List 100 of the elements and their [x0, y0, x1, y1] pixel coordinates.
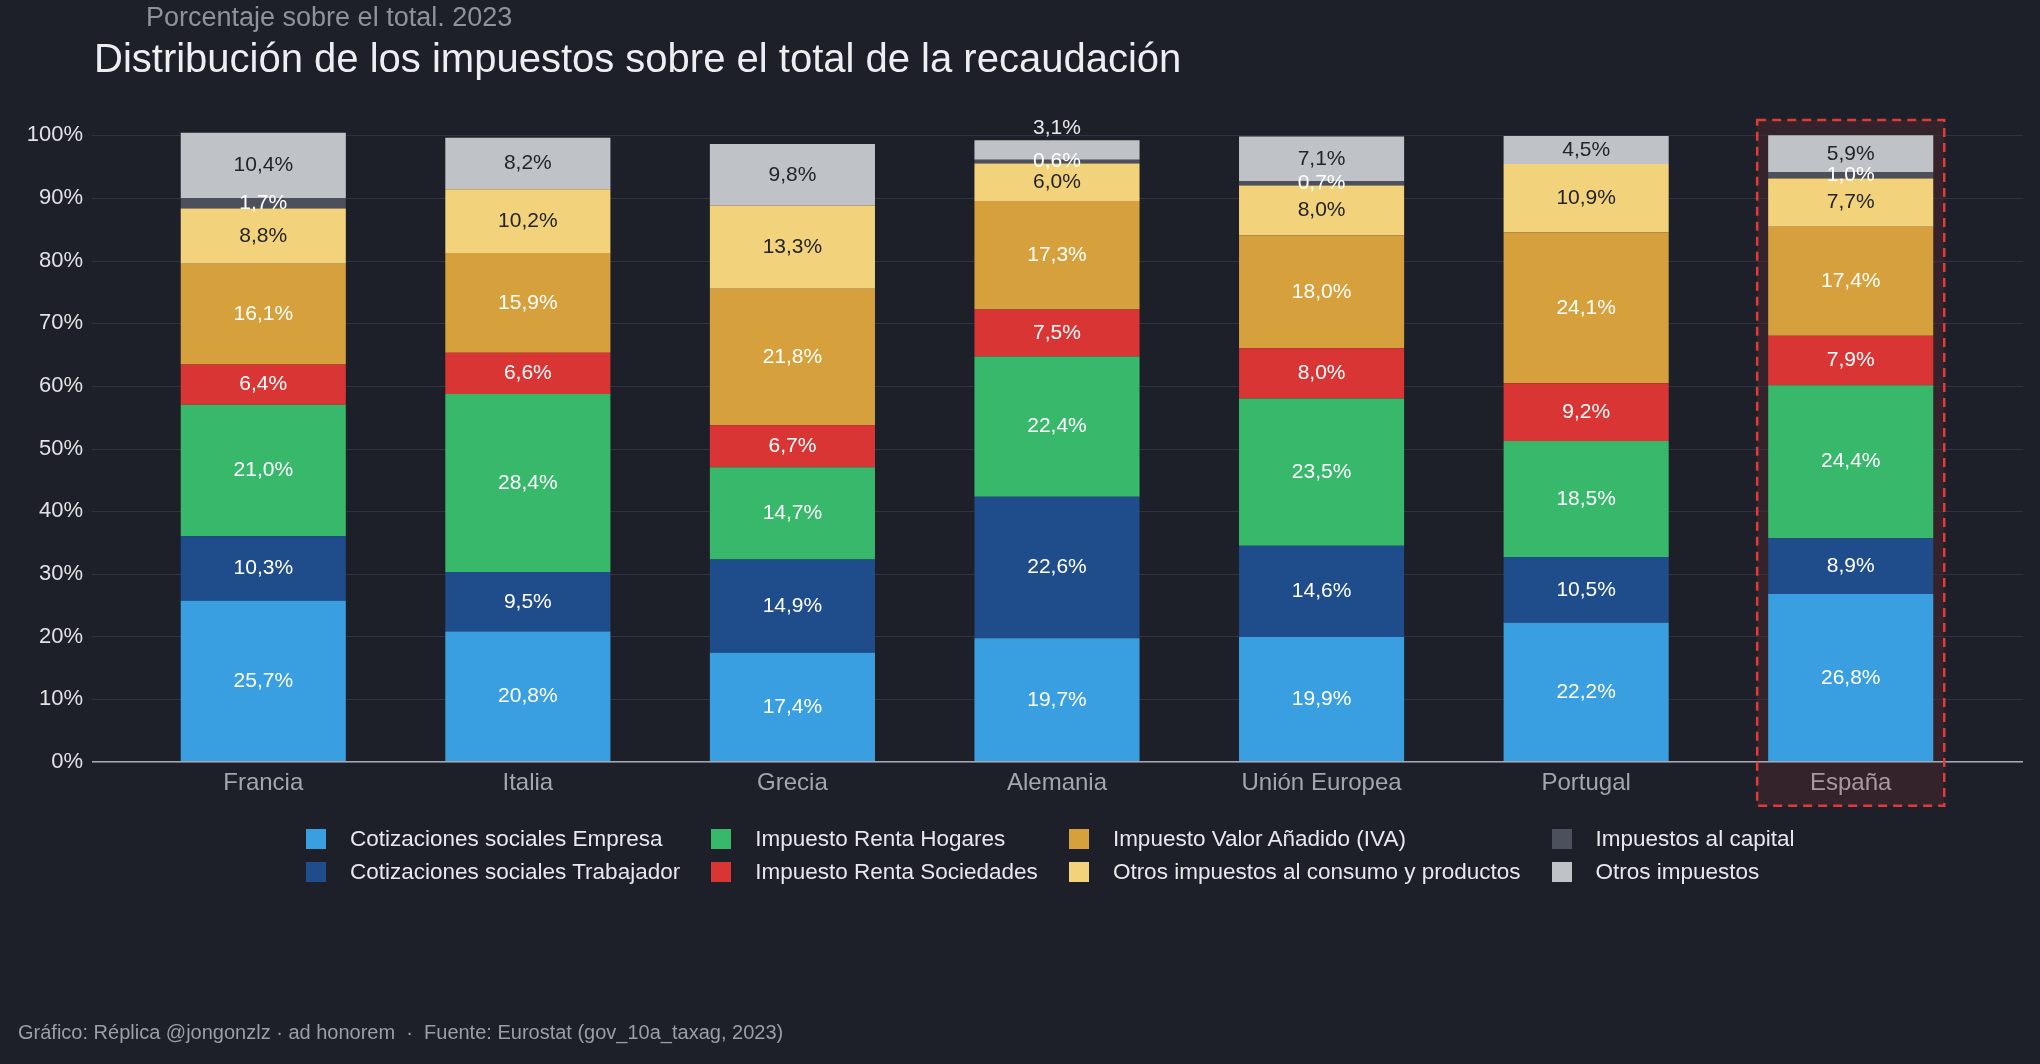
- data-label: 6,4%: [239, 371, 288, 395]
- bar: [1239, 235, 1405, 349]
- bar: [445, 394, 611, 572]
- x-tick-label: Italia: [502, 767, 554, 795]
- bar: [180, 263, 346, 365]
- data-label: 5,9%: [1826, 140, 1875, 164]
- data-label: 8,0%: [1297, 360, 1346, 384]
- x-tick-label: Grecia: [757, 767, 829, 795]
- bar: [1503, 232, 1669, 384]
- data-label: 8,9%: [1826, 552, 1875, 576]
- data-label: 10,4%: [233, 152, 294, 176]
- bar: [974, 496, 1140, 639]
- bar: [180, 404, 346, 537]
- data-label: 14,9%: [762, 592, 823, 616]
- x-tick-label: Unión Europea: [1241, 767, 1403, 795]
- data-label: 26,8%: [1820, 664, 1881, 688]
- bar: [974, 638, 1140, 762]
- bar: [1768, 593, 1934, 762]
- bar: [709, 425, 875, 468]
- y-tick-label: 70%: [38, 309, 83, 335]
- bar: [180, 364, 346, 405]
- data-label: 7,9%: [1826, 347, 1875, 371]
- bar: [445, 253, 611, 353]
- bar: [445, 571, 611, 632]
- data-label: 10,5%: [1556, 576, 1616, 600]
- bar: [445, 189, 611, 254]
- bar: [974, 356, 1140, 497]
- y-tick-label: 90%: [38, 183, 83, 209]
- bar: [445, 352, 611, 395]
- y-tick-label: 60%: [38, 371, 83, 397]
- bar: [1768, 335, 1934, 386]
- bar: [1768, 226, 1934, 336]
- data-label: 16,1%: [233, 300, 294, 324]
- text: Gráfico: Réplica @jongonzlz · ad honorem · Fuente: Eurostat (gov_10a_taxag, 2023): [18, 1021, 784, 1044]
- y-tick-label: 20%: [38, 622, 83, 648]
- data-label: 22,6%: [1027, 554, 1087, 578]
- data-label: 20,8%: [498, 683, 558, 707]
- x-tick-label: Alemania: [1006, 767, 1108, 795]
- y-tick-label: 40%: [38, 497, 83, 523]
- bar: [709, 467, 875, 560]
- y-tick-label: 100%: [26, 121, 83, 147]
- legend-label: Otros impuestos: [1595, 859, 1760, 884]
- data-label: 14,6%: [1291, 578, 1352, 602]
- data-label: 13,3%: [762, 233, 823, 257]
- bar: [1239, 545, 1405, 638]
- data-label: 9,8%: [768, 161, 817, 185]
- data-label: 8,0%: [1297, 197, 1346, 221]
- y-tick-label: 50%: [38, 434, 83, 460]
- data-label: 10,9%: [1556, 185, 1616, 209]
- bar: [1503, 441, 1669, 557]
- data-label: 21,0%: [233, 457, 294, 481]
- legend-label: Cotizaciones sociales Trabajador: [350, 859, 681, 884]
- data-label: 17,4%: [762, 694, 823, 718]
- bar: [1503, 383, 1669, 442]
- bar: [1239, 348, 1405, 399]
- bar: [1503, 164, 1669, 233]
- bar: [974, 309, 1140, 357]
- data-label: 4,5%: [1562, 136, 1611, 160]
- data-label: 8,2%: [503, 150, 552, 174]
- data-label: 25,7%: [233, 668, 294, 692]
- data-label: 8,8%: [239, 222, 288, 246]
- legend-label: Cotizaciones sociales Empresa: [350, 826, 663, 851]
- data-label: 17,3%: [1027, 242, 1087, 266]
- y-tick-label: 30%: [38, 559, 83, 585]
- data-label: 0,7%: [1297, 169, 1346, 193]
- chart-title: Distribución de los impuestos sobre el total de la recaudación: [94, 36, 1182, 80]
- data-label: 6,7%: [768, 433, 817, 457]
- data-label: 24,4%: [1820, 448, 1881, 472]
- data-label: 19,7%: [1027, 686, 1087, 710]
- bar: [1239, 637, 1405, 762]
- data-label: 10,3%: [233, 555, 294, 579]
- bar: [974, 201, 1140, 310]
- bar: [445, 137, 611, 190]
- data-label: 28,4%: [498, 469, 558, 493]
- bar: [445, 631, 611, 762]
- bar: [709, 652, 875, 762]
- data-label: 22,2%: [1556, 679, 1616, 703]
- data-label: 23,5%: [1291, 458, 1352, 482]
- x-tick-label: Portugal: [1541, 767, 1631, 795]
- chart-subtitle: Porcentaje sobre el total. 2023: [146, 2, 513, 33]
- y-tick-label: 80%: [38, 246, 83, 272]
- bar: [709, 205, 875, 289]
- bar: [1768, 538, 1934, 594]
- data-label: 7,5%: [1033, 319, 1081, 343]
- bar: [1239, 398, 1405, 546]
- x-tick-label: España: [1810, 767, 1893, 795]
- data-label: 6,0%: [1033, 169, 1081, 193]
- bar: [1503, 135, 1669, 165]
- data-label: 0,6%: [1033, 148, 1081, 172]
- data-label: 15,9%: [498, 289, 558, 313]
- data-label: 18,5%: [1556, 485, 1616, 509]
- legend-label: Impuestos al capital: [1595, 826, 1795, 851]
- bar: [1503, 556, 1669, 623]
- legend-label: Impuesto Renta Hogares: [755, 826, 1006, 851]
- legend-label: Otros impuestos al consumo y productos: [1112, 859, 1521, 884]
- y-tick-label: 0%: [51, 747, 83, 773]
- bar: [180, 536, 346, 601]
- data-label: 7,7%: [1826, 189, 1875, 213]
- bar: [1503, 622, 1669, 762]
- data-label: 18,0%: [1291, 278, 1352, 302]
